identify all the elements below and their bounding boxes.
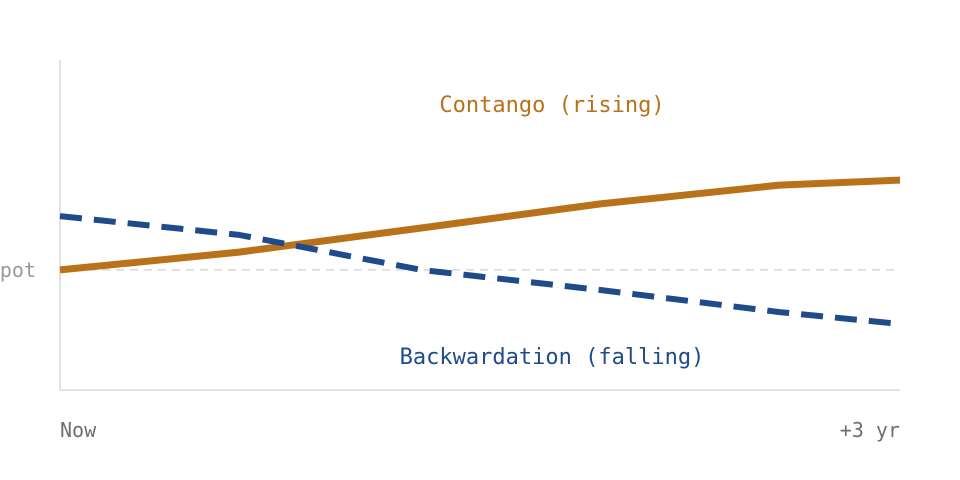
series-line-1 [59,213,901,327]
series-line-0 [59,176,901,274]
series-label-1: Backwardation (falling) [400,345,705,370]
x-tick-label-1: +3 yr [840,418,900,442]
series-label-0: Contango (rising) [439,93,664,118]
x-tick-label-0: Now [60,418,97,442]
spot-reference-label: Spot [0,258,36,282]
plot-area: Spot Contango (rising) Backwardation (fall… [0,60,901,442]
